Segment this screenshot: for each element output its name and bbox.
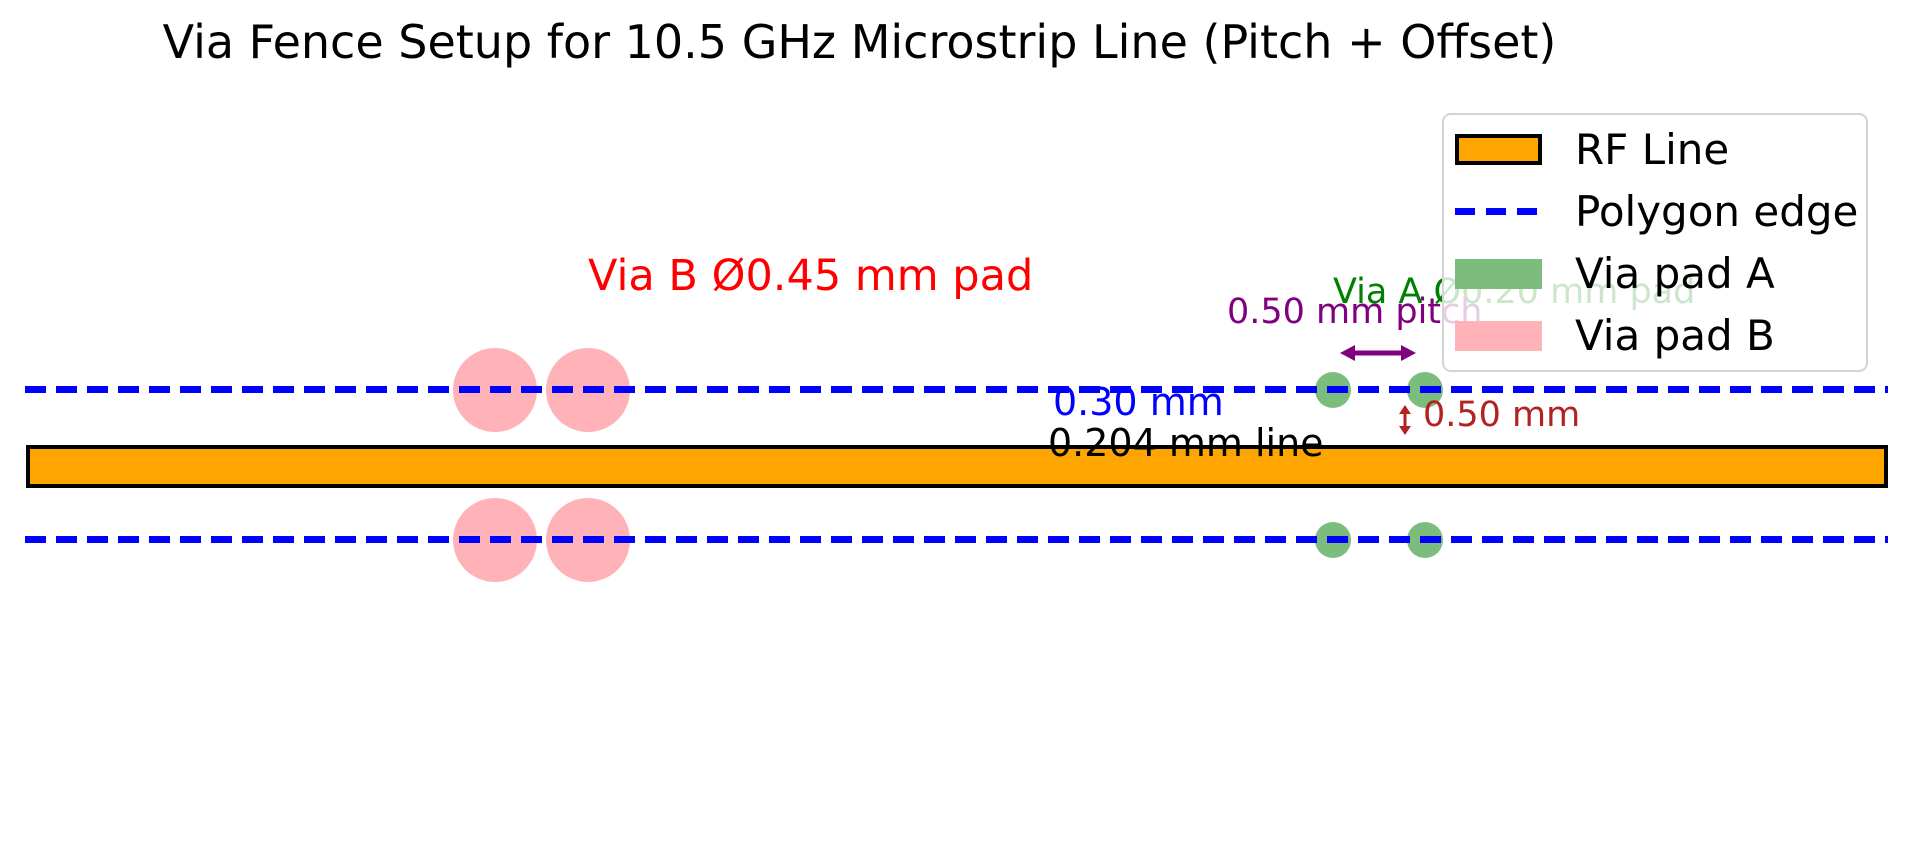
annotation-via-b: Via B Ø0.45 mm pad (588, 251, 1034, 301)
polygon-edge-top (25, 386, 1888, 393)
figure-title: Via Fence Setup for 10.5 GHz Microstrip … (162, 15, 1557, 69)
via-pad-a-swatch-icon (1455, 258, 1542, 289)
annotation-offset: 0.50 mm (1423, 395, 1581, 435)
legend-item-polygon-edge: Polygon edge (1455, 181, 1866, 243)
rf-line-bar (26, 445, 1888, 488)
legend-item-via-pad-b: Via pad B (1455, 305, 1866, 367)
rf-line-swatch-icon (1455, 134, 1542, 165)
legend: RF Line Polygon edge Via pad A Via pad B (1442, 113, 1868, 372)
annotation-pitch: 0.50 mm pitch (1227, 292, 1483, 332)
legend-label: Via pad B (1575, 310, 1775, 360)
legend-label: Via pad A (1575, 248, 1775, 298)
annotation-polygon-clearance: 0.30 mm (1053, 380, 1224, 424)
legend-label: Polygon edge (1575, 186, 1859, 236)
annotation-line-width: 0.204 mm line (1048, 421, 1324, 465)
offset-arrow-icon (1399, 405, 1411, 435)
legend-label: RF Line (1575, 124, 1730, 174)
polygon-edge-bottom (25, 536, 1888, 543)
pitch-arrow-icon (1340, 345, 1416, 361)
polygon-edge-swatch-icon (1455, 208, 1542, 215)
via-pad-b-swatch-icon (1455, 320, 1542, 351)
legend-item-rf-line: RF Line (1455, 119, 1866, 181)
legend-item-via-pad-a: Via pad A (1455, 243, 1866, 305)
